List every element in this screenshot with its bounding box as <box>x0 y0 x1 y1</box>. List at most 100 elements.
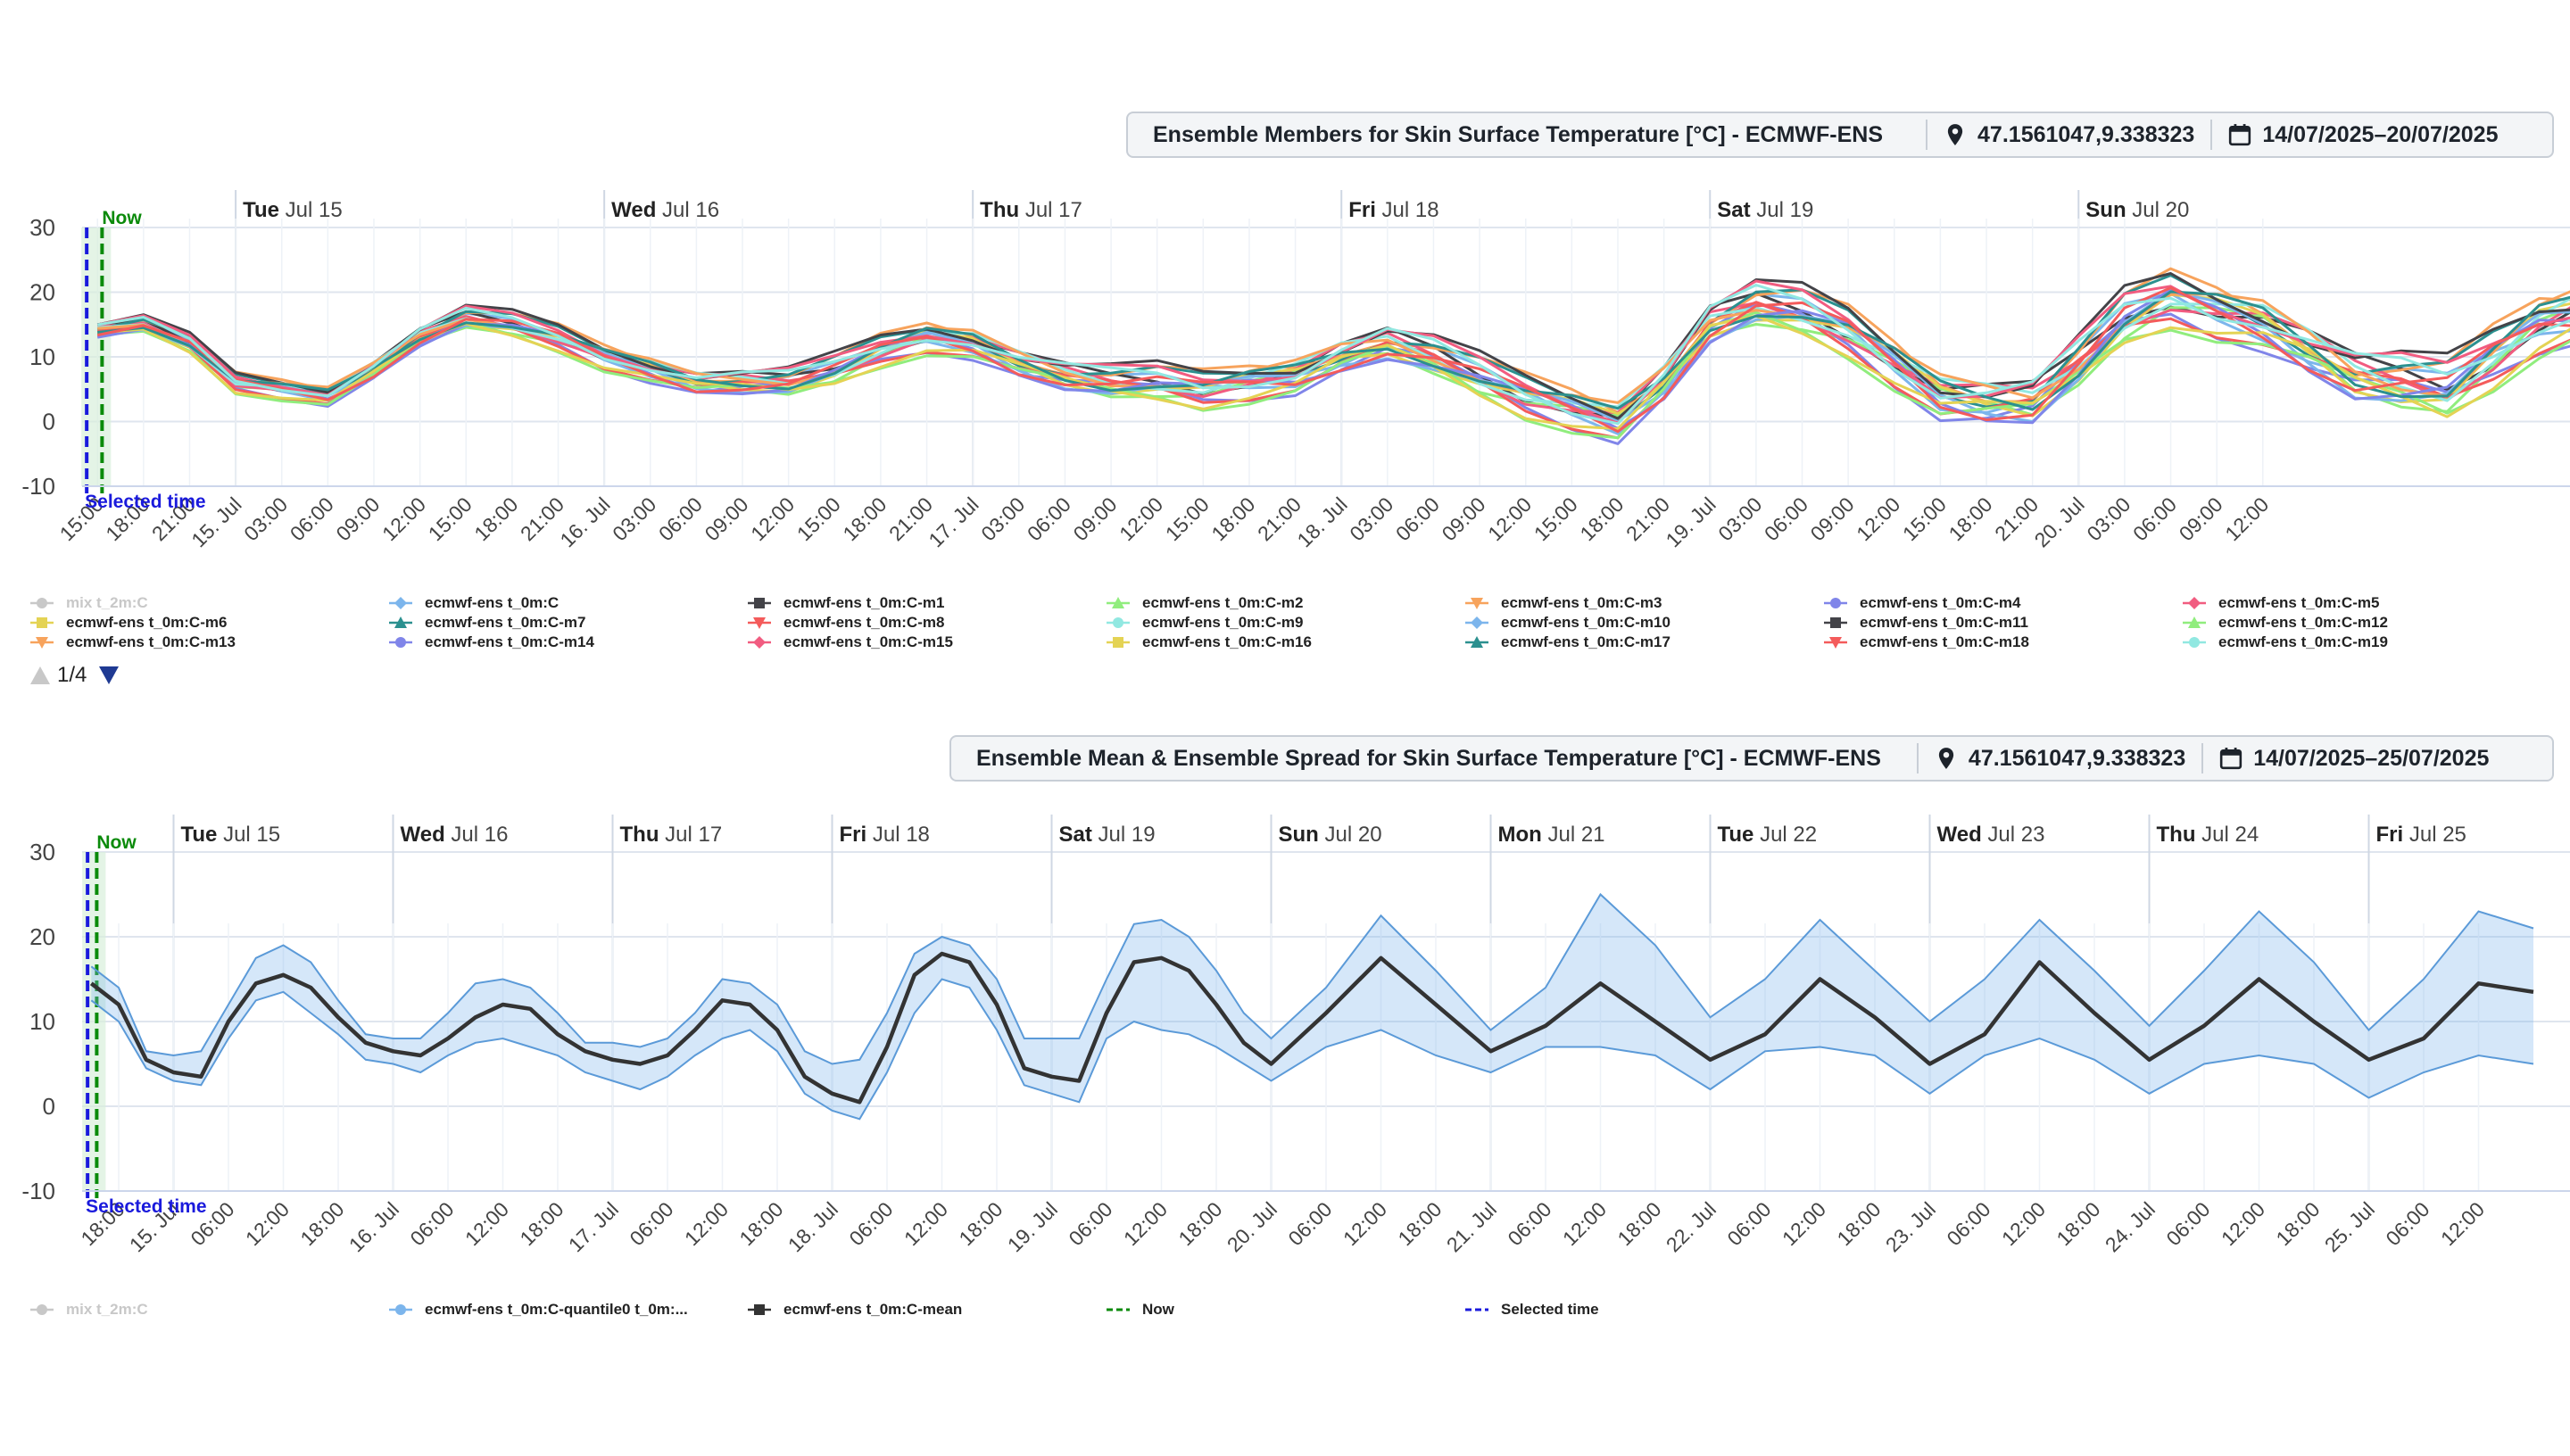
y-tick-label: -10 <box>21 1178 55 1204</box>
x-tick-label: 12:00 <box>1558 1197 1611 1250</box>
x-tick-label: 03:00 <box>1345 492 1397 545</box>
legend-item[interactable]: ecmwf-ens t_0m:C-m11 <box>1824 614 2028 632</box>
day-label: Thu Jul 24 <box>2157 823 2259 847</box>
legend-item[interactable]: ecmwf-ens t_0m:C-m13 <box>30 633 236 651</box>
x-tick-label: 12:00 <box>460 1197 513 1250</box>
x-tick-label: 19. Jul <box>1003 1197 1062 1256</box>
legend-item[interactable]: Selected time <box>1465 1301 1599 1319</box>
legend-marker-icon <box>389 636 412 649</box>
x-tick-label: 12:00 <box>377 492 430 545</box>
date-range[interactable]: 14/07/2025–20/07/2025 <box>2262 121 2499 147</box>
legend-item[interactable]: ecmwf-ens t_0m:C-m19 <box>2183 633 2388 651</box>
x-tick-label: 18:00 <box>1393 1197 1446 1250</box>
pager-up-arrow-icon[interactable] <box>30 666 50 684</box>
chart-header: Ensemble Members for Skin Surface Temper… <box>1126 112 2554 158</box>
pager-down-arrow-icon[interactable] <box>99 666 120 684</box>
legend-label: ecmwf-ens t_0m:C-m9 <box>1142 614 1304 631</box>
selected-time-label: Selected time <box>85 492 205 512</box>
legend-marker-icon <box>2183 616 2206 629</box>
location-coords[interactable]: 47.1561047,9.338323 <box>1968 745 2186 771</box>
location-coords[interactable]: 47.1561047,9.338323 <box>1977 121 2195 147</box>
x-tick-label: 19. Jul <box>1661 492 1720 551</box>
legend-item[interactable]: ecmwf-ens t_0m:C-m1 <box>748 594 944 612</box>
day-label: Fri Jul 18 <box>840 823 930 847</box>
legend-marker-icon <box>1465 636 1488 649</box>
x-tick-label: 12:00 <box>900 1197 952 1250</box>
legend-item[interactable]: ecmwf-ens t_0m:C-m9 <box>1107 614 1303 632</box>
x-tick-label: 16. Jul <box>555 492 614 551</box>
legend-item[interactable]: ecmwf-ens t_0m:C-quantile0 t_0m:... <box>389 1301 688 1319</box>
legend-item[interactable]: ecmwf-ens t_0m:C-m10 <box>1465 614 1670 632</box>
legend-item[interactable]: ecmwf-ens t_0m:C-mean <box>748 1301 962 1319</box>
legend-item[interactable]: ecmwf-ens t_0m:C-m5 <box>2183 594 2379 612</box>
day-label: Wed Jul 16 <box>401 823 509 847</box>
legend-item[interactable]: ecmwf-ens t_0m:C-m2 <box>1107 594 1303 612</box>
legend-item[interactable]: ecmwf-ens t_0m:C-m4 <box>1824 594 2020 612</box>
x-tick-label: 12:00 <box>680 1197 733 1250</box>
day-label: Thu Jul 17 <box>620 823 723 847</box>
member-series-line <box>97 314 2570 430</box>
member-series-line <box>96 284 2570 426</box>
x-tick-label: 21. Jul <box>1442 1197 1501 1256</box>
legend-marker-icon <box>1107 597 1130 609</box>
legend-label: ecmwf-ens t_0m:C-m8 <box>783 614 945 631</box>
legend-item[interactable]: ecmwf-ens t_0m:C-m14 <box>389 633 594 651</box>
legend-item[interactable]: Now <box>1107 1301 1174 1319</box>
day-label: Sun Jul 20 <box>2085 198 2189 222</box>
x-tick-label: 15:00 <box>1530 492 1582 545</box>
y-tick-label: -10 <box>21 473 55 500</box>
ensemble-mean-panel: Ensemble Mean & Ensemble Spread for Skin… <box>0 705 2570 1456</box>
legend-marker-icon <box>30 597 54 609</box>
legend-label: mix t_2m:C <box>66 594 148 611</box>
x-tick-label: 18:00 <box>954 1197 1007 1250</box>
day-label: Sat Jul 19 <box>1717 198 1813 222</box>
pager-label: 1/4 <box>57 663 87 687</box>
legend-item[interactable]: mix t_2m:C <box>30 594 148 612</box>
legend-item[interactable]: ecmwf-ens t_0m:C-m6 <box>30 614 227 632</box>
spread-area <box>91 894 2533 1120</box>
legend-item[interactable]: mix t_2m:C <box>30 1301 148 1319</box>
spread-upper-line <box>90 892 2534 1065</box>
x-tick-label: 18:00 <box>1173 1197 1226 1250</box>
legend-marker-icon <box>30 1303 54 1316</box>
x-tick-label: 06:00 <box>844 1197 897 1250</box>
legend-marker-icon <box>30 636 54 649</box>
legend-item[interactable]: ecmwf-ens t_0m:C-m12 <box>2183 614 2388 632</box>
legend-item[interactable]: ecmwf-ens t_0m:C-m16 <box>1107 633 1312 651</box>
date-range[interactable]: 14/07/2025–25/07/2025 <box>2253 745 2490 771</box>
legend-item[interactable]: ecmwf-ens t_0m:C-m8 <box>748 614 944 632</box>
legend-label: ecmwf-ens t_0m:C-m12 <box>2218 614 2388 631</box>
selected-time-label: Selected time <box>86 1196 206 1217</box>
legend-marker-icon <box>389 616 412 629</box>
legend-item[interactable]: ecmwf-ens t_0m:C <box>389 594 559 612</box>
legend-label: ecmwf-ens t_0m:C-mean <box>783 1301 963 1318</box>
day-label: Fri Jul 18 <box>1348 198 1438 222</box>
legend-label: ecmwf-ens t_0m:C-m10 <box>1501 614 1670 631</box>
legend-label: ecmwf-ens t_0m:C <box>425 594 560 611</box>
x-tick-label: 12:00 <box>1483 492 1536 545</box>
legend-item[interactable]: ecmwf-ens t_0m:C-m17 <box>1465 633 1670 651</box>
day-label: Wed Jul 16 <box>611 198 719 222</box>
y-tick-label: 20 <box>29 279 55 306</box>
legend-marker-icon <box>1107 1303 1130 1316</box>
legend-label: ecmwf-ens t_0m:C-m5 <box>2218 594 2380 611</box>
legend-label: ecmwf-ens t_0m:C-m17 <box>1501 633 1670 650</box>
x-tick-label: 18:00 <box>469 492 522 545</box>
y-tick-label: 30 <box>29 839 55 865</box>
legend-marker-icon <box>1465 597 1488 609</box>
day-label: Wed Jul 23 <box>1937 823 2045 847</box>
legend-marker-icon <box>1465 616 1488 629</box>
now-label: Now <box>96 832 137 853</box>
legend-item[interactable]: ecmwf-ens t_0m:C-m15 <box>748 633 953 651</box>
x-tick-label: 12:00 <box>1852 492 1904 545</box>
x-tick-label: 12:00 <box>241 1197 294 1250</box>
legend-item[interactable]: ecmwf-ens t_0m:C-m18 <box>1824 633 2029 651</box>
legend-item[interactable]: ecmwf-ens t_0m:C-m3 <box>1465 594 1662 612</box>
x-tick-label: 03:00 <box>239 492 292 545</box>
legend-marker-icon <box>1465 1303 1488 1316</box>
x-tick-label: 06:00 <box>2381 1197 2433 1250</box>
legend-item[interactable]: ecmwf-ens t_0m:C-m7 <box>389 614 585 632</box>
x-tick-label: 12:00 <box>2436 1197 2489 1250</box>
legend-marker-icon <box>1107 636 1130 649</box>
x-tick-label: 06:00 <box>1064 1197 1116 1250</box>
